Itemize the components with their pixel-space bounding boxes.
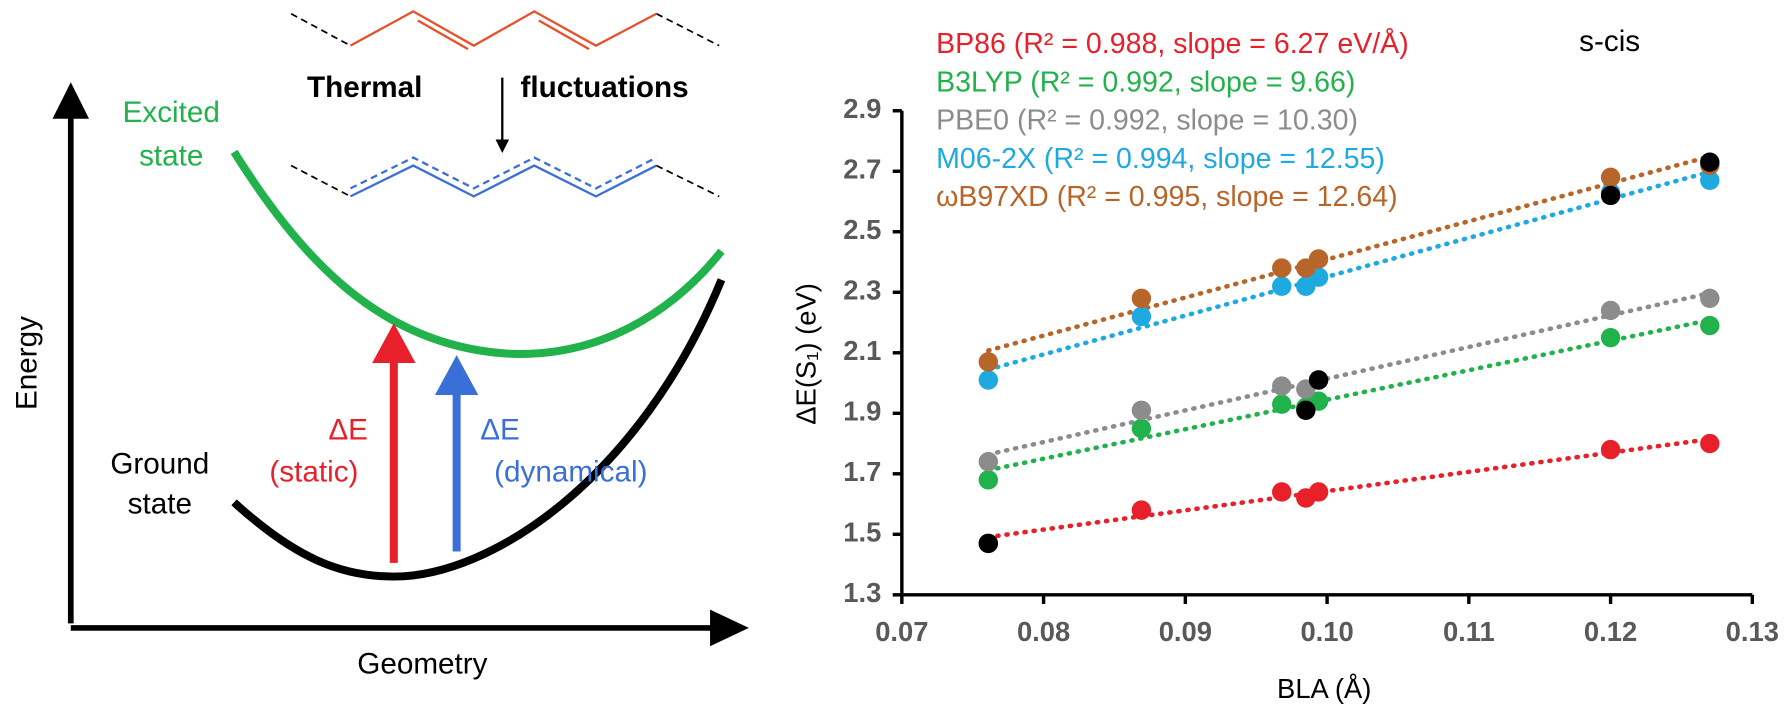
point — [1600, 300, 1621, 321]
point — [1272, 482, 1292, 502]
point — [1131, 288, 1152, 309]
point — [1700, 170, 1720, 191]
x-tick-label: 0.09 — [1159, 616, 1212, 647]
point — [1272, 376, 1292, 396]
point — [1308, 370, 1329, 390]
x-tick-label: 0.07 — [875, 616, 928, 647]
legend-entry: PBE0 (R² = 0.992, slope = 10.30) — [936, 105, 1358, 137]
legend-entry: B3LYP (R² = 0.992, slope = 9.66) — [936, 66, 1355, 98]
label: ΔE — [480, 413, 520, 446]
y-tick-label: 2.3 — [843, 275, 881, 306]
label: ΔE — [328, 413, 368, 446]
label: Excited — [123, 96, 220, 129]
arrowhead — [434, 355, 479, 396]
axis-arrowhead — [52, 82, 90, 119]
point — [1700, 433, 1720, 454]
y-tick-label: 1.7 — [843, 456, 881, 487]
point — [1131, 306, 1152, 327]
y-axis-title: ΔE(S₁) (eV) — [790, 283, 821, 425]
label: state — [128, 488, 192, 521]
point — [1600, 439, 1621, 460]
point — [978, 451, 999, 472]
y-tick-label: 2.9 — [843, 93, 881, 124]
point — [1272, 276, 1292, 296]
point — [1296, 400, 1316, 420]
x-tick-label: 0.13 — [1726, 616, 1779, 647]
label: (dynamical) — [494, 456, 647, 489]
point — [1308, 249, 1329, 269]
x-tick-label: 0.08 — [1017, 616, 1070, 647]
point — [1131, 500, 1152, 520]
chart: s-cis BLA (Å) ΔE(S₁) (eV) 1.3 1.5 1.7 1.9 2.… — [790, 25, 1778, 704]
point — [978, 533, 999, 554]
y-tick-label: 1.3 — [843, 577, 881, 608]
label: state — [139, 139, 203, 172]
x-tick-label: 0.12 — [1584, 616, 1637, 647]
point — [1700, 152, 1720, 172]
legend-entry: BP86 (R² = 0.988, slope = 6.27 eV/Å) — [936, 28, 1409, 60]
point — [1600, 185, 1621, 206]
point — [1600, 167, 1621, 188]
schematic: Thermal fluctuations Excited state Groun… — [10, 10, 749, 680]
annotation: s-cis — [1579, 25, 1640, 58]
label: Thermal — [307, 71, 422, 104]
trend-line — [986, 290, 1713, 457]
legend-entry: ωB97XD (R² = 0.995, slope = 12.64) — [936, 181, 1398, 213]
trend-line — [986, 169, 1713, 372]
point — [1600, 327, 1621, 348]
point — [978, 352, 999, 372]
trend-line — [986, 317, 1713, 473]
point — [978, 470, 999, 490]
x-tick-label: 0.11 — [1443, 616, 1495, 647]
molecule-orange — [290, 10, 720, 51]
point — [1308, 482, 1329, 502]
y-tick-label: 2.7 — [843, 153, 881, 184]
trend-line — [986, 436, 1713, 540]
arrowhead — [372, 323, 416, 364]
point — [1700, 315, 1720, 336]
y-tick-label: 2.1 — [843, 335, 881, 366]
label: Ground — [110, 448, 209, 481]
label: Energy — [10, 316, 43, 410]
molecule-blue — [290, 156, 720, 198]
point — [1700, 288, 1720, 309]
y-tick-label: 1.9 — [843, 396, 881, 427]
label: fluctuations — [521, 71, 689, 104]
label: Geometry — [357, 647, 487, 680]
point — [1272, 394, 1292, 414]
axis-arrowhead — [710, 609, 749, 647]
excited-curve — [230, 149, 725, 358]
legend-entry: M06-2X (R² = 0.994, slope = 12.55) — [936, 143, 1385, 175]
label: (static) — [269, 456, 358, 489]
x-axis-title: BLA (Å) — [1277, 673, 1371, 704]
point — [1131, 400, 1152, 420]
y-tick-label: 1.5 — [843, 517, 881, 548]
point — [978, 370, 999, 390]
trend-line — [986, 154, 1713, 353]
ground-curve — [231, 278, 726, 581]
point — [1272, 258, 1292, 278]
x-tick-label: 0.10 — [1300, 616, 1353, 647]
point — [1131, 418, 1152, 439]
y-tick-label: 2.5 — [843, 214, 881, 245]
